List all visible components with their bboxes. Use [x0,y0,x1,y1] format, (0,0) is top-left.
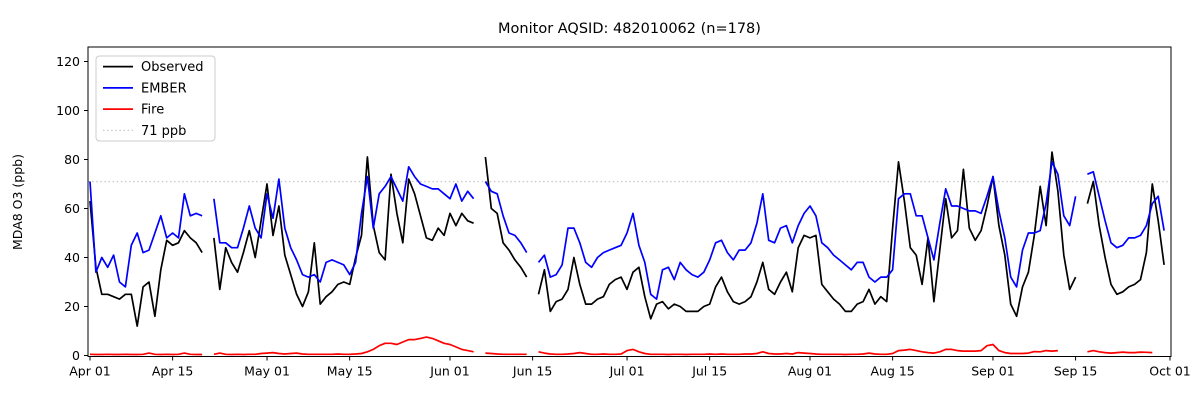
y-tick-label: 100 [56,103,80,118]
x-tick-label: May 15 [327,364,373,379]
y-tick-label: 60 [64,201,80,216]
legend-label-ember: EMBER [141,81,187,96]
legend-box [95,55,216,142]
x-tick-label: Jun 15 [512,364,552,379]
x-tick-label: Aug 15 [870,364,914,379]
series-line-fire [89,336,1153,356]
x-tick-label: Apr 15 [152,364,194,379]
x-tick-label: May 01 [244,364,290,379]
series-line-observed [89,151,1165,327]
series-line-ember [89,161,1165,300]
legend-label-observed: Observed [141,60,204,75]
x-tick-label: Jun 01 [429,364,469,379]
y-axis-label: MDA8 O3 (ppb) [10,154,25,250]
x-tick-label: Sep 15 [1054,364,1097,379]
y-tick-label: 40 [64,250,80,265]
y-tick-label: 0 [72,348,80,363]
x-tick-label: Aug 01 [788,364,832,379]
y-tick-label: 20 [64,299,80,314]
x-tick-label: Sep 01 [971,364,1014,379]
chart-title: Monitor AQSID: 482010062 (n=178) [498,21,761,37]
axes-frame [87,46,1172,357]
legend-label-71-ppb: 71 ppb [141,124,186,139]
x-tick-label: Jul 01 [609,364,645,379]
x-tick-label: Jul 15 [691,364,727,379]
y-tick-label: 80 [64,152,80,167]
legend-label-fire: Fire [141,103,164,118]
x-tick-label: Apr 01 [69,364,111,379]
x-tick-label: Oct 01 [1149,364,1191,379]
y-tick-label: 120 [56,54,80,69]
